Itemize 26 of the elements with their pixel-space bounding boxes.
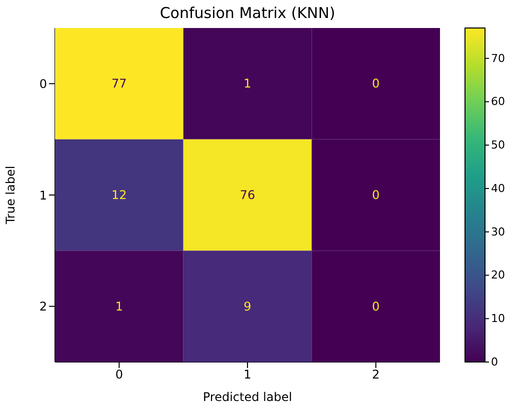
x-axis-title: Predicted label bbox=[202, 390, 292, 403]
data-label: 0 bbox=[372, 188, 380, 202]
x-tick-label: 0 bbox=[115, 368, 123, 382]
color-bar-label: 40 bbox=[491, 182, 505, 195]
color-bar-label: 70 bbox=[491, 52, 505, 65]
color-bar-label: 20 bbox=[491, 268, 505, 282]
x-tick-label: 1 bbox=[244, 368, 252, 382]
data-label: 1 bbox=[244, 76, 252, 91]
x-tick-label: 2 bbox=[372, 368, 380, 382]
y-tick-label: 0 bbox=[39, 76, 47, 91]
color-bar-label: 60 bbox=[491, 95, 505, 108]
y-axis-title: True label bbox=[3, 166, 18, 226]
y-tick-label: 1 bbox=[39, 188, 47, 202]
color-bar-label: 30 bbox=[491, 225, 505, 238]
chart-title: Confusion Matrix (KNN) bbox=[158, 4, 336, 22]
data-label: 9 bbox=[244, 299, 252, 314]
y-tick-label: 2 bbox=[39, 300, 47, 314]
data-label: 0 bbox=[372, 76, 380, 91]
data-label: 76 bbox=[240, 188, 256, 202]
data-label: 77 bbox=[112, 76, 127, 91]
color-bar-label: 0 bbox=[491, 356, 498, 368]
data-label: 1 bbox=[115, 299, 123, 314]
color-bar-label: 10 bbox=[491, 312, 505, 326]
color-bar-label: 50 bbox=[491, 138, 505, 152]
data-label: 12 bbox=[112, 188, 127, 202]
data-label: 0 bbox=[372, 299, 380, 314]
